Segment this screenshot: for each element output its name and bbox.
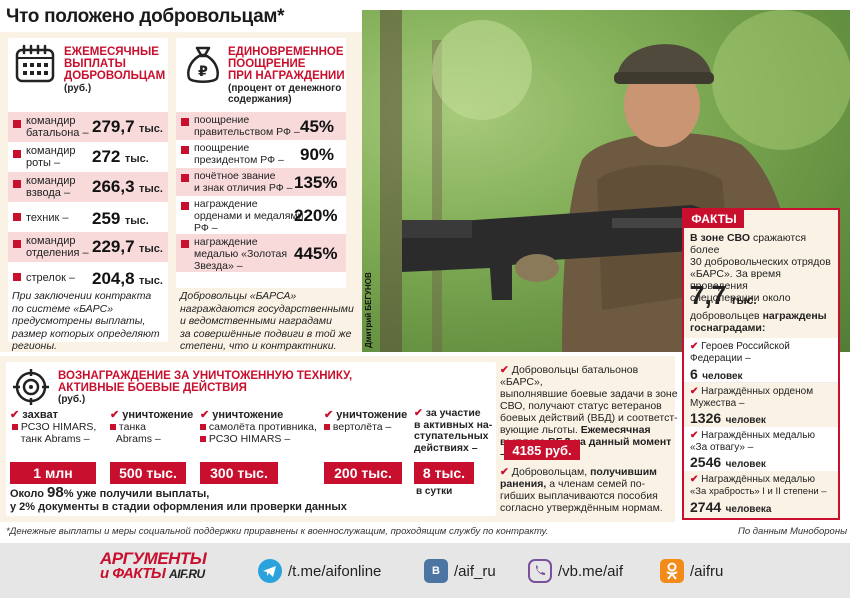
reward-amount-tank: 500 тыс. — [110, 462, 186, 484]
reward-paid-note: Около 98% уже получили выплаты, у 2% док… — [10, 484, 347, 513]
list-item: командир роты – 272 тыс. — [8, 142, 168, 172]
reward-card: ВОЗНАГРАЖДЕНИЕ ЗА УНИЧТОЖЕННУЮ ТЕХНИКУ, А… — [6, 362, 496, 516]
reward-amount-heli: 200 тыс. — [324, 462, 402, 484]
reward-col-tank: ✔ уничтожение танка Abrams – — [110, 409, 194, 445]
facts-after: добровольцев награждены госнаградами: — [690, 310, 827, 334]
onetime-subheading: (процент от денежного содержания) — [228, 83, 342, 105]
monthly-note: При заключении контракта по системе «БАРС… — [12, 290, 160, 352]
viber-icon — [528, 559, 552, 583]
photo-credit: Дмитрий БЕГУНОВ — [364, 272, 373, 348]
list-item: поощрение правительством РФ – 45% — [176, 112, 346, 140]
source-note: По данным Минобороны — [738, 526, 848, 537]
list-item: ✔ Награждённых медалью «За храбрость» I и… — [684, 471, 838, 517]
facts-intro: В зоне СВО сражаются более 30 добровольч… — [690, 232, 831, 304]
list-item: командир батальона – 279,7 тыс. — [8, 112, 168, 142]
telegram-icon — [258, 559, 282, 583]
wounded-text: ✔ Добровольцам, получившим ранения, а чл… — [500, 466, 663, 514]
footer-link-telegram[interactable]: /t.me/aifonline — [258, 559, 381, 583]
footer-link-vk[interactable]: B /aif_ru — [424, 559, 496, 583]
monthly-list: командир батальона – 279,7 тыс. командир р… — [8, 112, 168, 292]
reward-amount-active: 8 тыс. — [414, 462, 474, 484]
monthly-card: ЕЖЕМЕСЯЧНЫЕ ВЫПЛАТЫ ДОБРОВОЛЬЦАМ (руб.) ко… — [8, 38, 168, 342]
list-item: поощрение президентом РФ – 90% — [176, 140, 346, 168]
reward-suffix: в сутки — [416, 486, 453, 497]
page-title: Что положено добровольцам* — [6, 6, 285, 27]
reward-amount-plane: 300 тыс. — [200, 462, 278, 484]
facts-big: 7,7 тыс. — [690, 280, 757, 310]
ok-icon — [660, 559, 684, 583]
list-item: почётное звание и знак отличия РФ – 135% — [176, 168, 346, 196]
list-item: ✔ Героев Российской Федерации – 6 человек — [684, 338, 838, 383]
onetime-list: поощрение правительством РФ – 45% поощрен… — [176, 112, 346, 272]
money-bag-icon: ₽ — [187, 46, 219, 83]
onetime-card: ₽ ЕДИНОВРЕМЕННОЕ ПООЩРЕНИЕ ПРИ НАГРАЖДЕНИИ… — [176, 38, 346, 288]
list-item: награждение медалью «Золотая Звезда» – 445… — [176, 234, 346, 272]
footer-bar: АРГУМЕНТЫ и ФАКТЫ AIF.RU /t.me/aifonline… — [0, 543, 850, 598]
list-item: награждение орденами и медалями РФ – 220% — [176, 196, 346, 234]
footnote: *Денежные выплаты и меры социальной подд… — [6, 526, 549, 537]
vk-icon: B — [424, 559, 448, 583]
calendar-icon — [15, 44, 55, 83]
veterans-amount: 4185 руб. — [504, 440, 580, 460]
reward-col-capture: ✔ захват РСЗО HIMARS, танк Abrams – — [10, 409, 97, 445]
reward-col-heli: ✔ уничтожение вертолёта – — [324, 409, 408, 433]
svg-text:₽: ₽ — [198, 64, 208, 80]
list-item: командир отделения – 229,7 тыс. — [8, 232, 168, 262]
target-icon — [13, 369, 49, 405]
reward-heading: ВОЗНАГРАЖДЕНИЕ ЗА УНИЧТОЖЕННУЮ ТЕХНИКУ, А… — [58, 370, 353, 394]
reward-amount-capture: 1 млн — [10, 462, 96, 484]
list-item: стрелок – 204,8 тыс. — [8, 262, 168, 292]
list-item: техник – 259 тыс. — [8, 202, 168, 232]
footer-link-viber[interactable]: /vb.me/aif — [528, 559, 623, 583]
reward-col-plane: ✔ уничтожение самолёта противника, РСЗО … — [200, 409, 317, 445]
list-item: командир взвода – 266,3 тыс. — [8, 172, 168, 202]
facts-title: ФАКТЫ — [684, 210, 744, 228]
monthly-heading: ЕЖЕМЕСЯЧНЫЕ ВЫПЛАТЫ ДОБРОВОЛЬЦАМ — [64, 46, 166, 82]
reward-unit: (руб.) — [58, 394, 86, 405]
list-item: ✔ Награждённых орденом Мужества – 1326 че… — [684, 383, 838, 427]
list-item: ✔ Награждённых медалью «За отвагу» – 2546… — [684, 427, 838, 471]
onetime-heading: ЕДИНОВРЕМЕННОЕ ПООЩРЕНИЕ ПРИ НАГРАЖДЕНИИ — [228, 46, 345, 82]
onetime-note: Добровольцы «БАРСА» награждаются государс… — [180, 290, 354, 352]
facts-list: ✔ Героев Российской Федерации – 6 человек… — [684, 338, 838, 517]
footer-link-ok[interactable]: /aifru — [660, 559, 723, 583]
aif-logo[interactable]: АРГУМЕНТЫ и ФАКТЫ AIF.RU — [100, 549, 207, 582]
facts-panel: ФАКТЫ В зоне СВО сражаются более 30 добр… — [682, 208, 840, 520]
monthly-unit: (руб.) — [64, 83, 92, 94]
reward-col-active: ✔ за участие в активных на-ступательных д… — [414, 407, 493, 454]
